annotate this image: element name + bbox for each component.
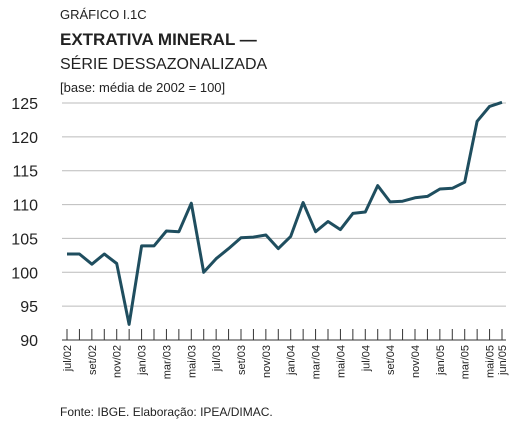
y-tick-label: 105 (11, 231, 38, 248)
y-tick-label: 95 (20, 299, 38, 316)
y-tick-label: 90 (20, 333, 38, 350)
x-tick-label: set/02 (87, 345, 99, 375)
x-tick-label: jun/05 (497, 345, 509, 376)
chart-title: EXTRATIVA MINERAL — (60, 30, 257, 49)
x-tick-label: mai/05 (485, 345, 497, 378)
y-tick-label: 110 (12, 198, 38, 215)
y-tick-label: 100 (11, 265, 38, 282)
x-tick-label: mai/03 (186, 345, 198, 378)
data-line (67, 100, 503, 326)
x-tick-label: jan/04 (286, 345, 298, 376)
y-tick-label: 115 (12, 164, 38, 181)
x-tick-label: set/03 (236, 345, 248, 375)
x-tick-label: set/04 (385, 345, 397, 375)
x-tick-label: mar/03 (161, 345, 173, 379)
y-tick-label: 120 (11, 130, 38, 147)
chart-kicker: GRÁFICO I.1C (60, 7, 147, 22)
x-tick-label: jan/05 (435, 345, 447, 376)
x-tick-label: mai/04 (335, 345, 347, 378)
x-tick-label: nov/03 (261, 345, 273, 378)
x-tick-label: nov/02 (112, 345, 124, 378)
chart-subtitle: SÉRIE DESSAZONALIZADA (60, 54, 267, 73)
x-tick-label: mar/05 (460, 345, 472, 379)
chart-source: Fonte: IBGE. Elaboração: IPEA/DIMAC. (60, 405, 273, 419)
chart-note: [base: média de 2002 = 100] (60, 80, 225, 95)
x-tick-label: mar/04 (311, 345, 323, 379)
x-tick-label: jul/03 (211, 345, 223, 372)
y-tick-label: 125 (11, 96, 38, 113)
x-tick-label: jan/03 (137, 345, 149, 376)
x-tick-label: nov/04 (410, 345, 422, 378)
x-tick-label: jul/02 (62, 345, 74, 372)
x-tick-label: jul/04 (360, 345, 372, 372)
